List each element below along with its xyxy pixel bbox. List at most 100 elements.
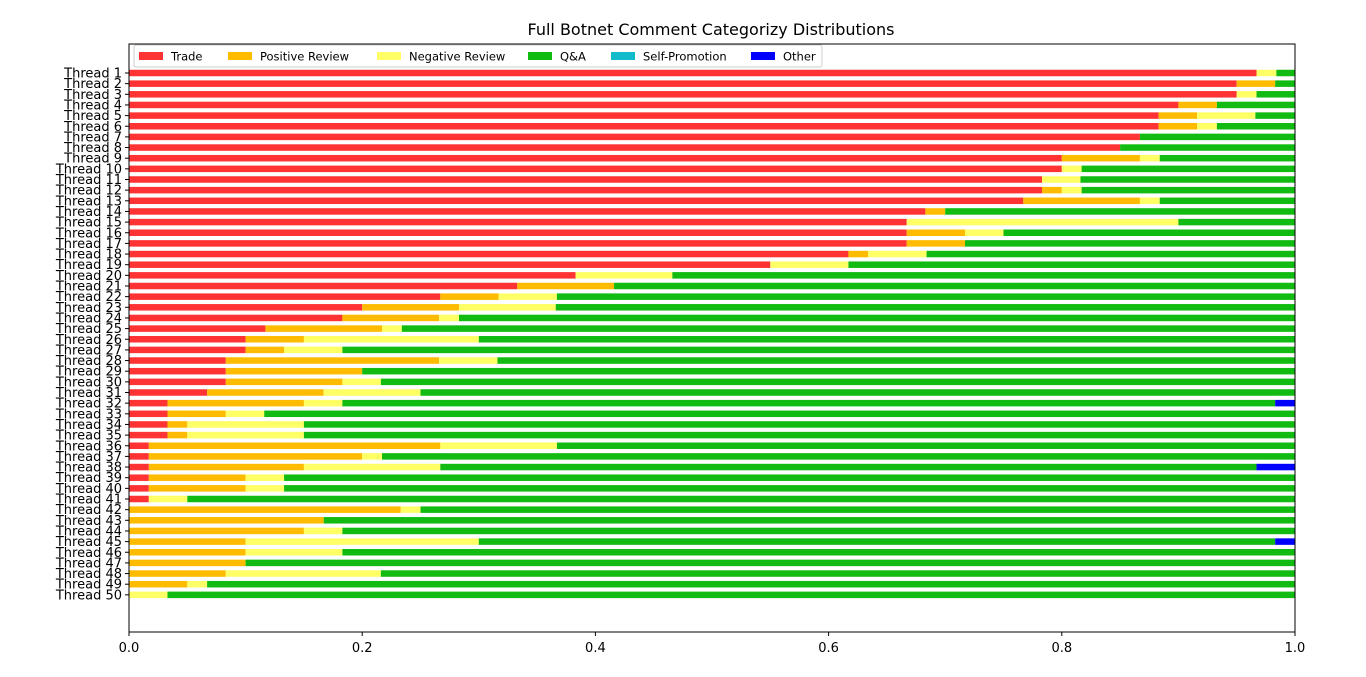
y-tick-label: Thread 22 (55, 290, 122, 305)
bar-segment-35-trade (129, 431, 168, 439)
y-tick-label: Thread 32 (55, 397, 122, 412)
bar-segment-40-q-a (284, 485, 1296, 492)
y-tick-label: Thread 15 (55, 216, 122, 231)
bar-segment-49-negative-review (187, 580, 208, 588)
legend: Trade Positive Review Negative Review Q&A Se… (133, 44, 823, 68)
bar-segment-26-negative-review (303, 336, 479, 343)
bar-segment-22-positive-review (440, 293, 499, 300)
bar-segment-33-q-a (264, 410, 1295, 418)
bar-segment-49-q-a (207, 580, 1295, 588)
bar-segment-8-q-a (1120, 144, 1295, 151)
bar-segment-9-positive-review (1061, 154, 1140, 162)
y-tick-label: Thread 26 (55, 333, 122, 348)
bar-segment-16-positive-review (906, 229, 966, 236)
bar-segment-9-trade (129, 154, 1062, 162)
bar-segment-28-negative-review (439, 357, 498, 364)
bar-segment-37-q-a (382, 453, 1295, 460)
bar-segment-42-negative-review (400, 506, 421, 513)
y-tick-label: Thread 48 (55, 567, 122, 582)
bar-segment-42-q-a (420, 506, 1295, 513)
y-tick-label: Thread 8 (63, 141, 122, 156)
bar-segment-3-q-a (1256, 91, 1295, 98)
bar-segment-32-q-a (342, 399, 1276, 407)
bar-segment-33-negative-review (225, 410, 265, 418)
bar-segment-36-q-a (556, 442, 1295, 449)
x-tick-label: 1.0 (1285, 641, 1306, 656)
bar-segment-26-positive-review (245, 336, 304, 343)
y-tick-label: Thread 47 (55, 556, 122, 571)
plot-frame (128, 43, 1296, 633)
bar-segment-18-q-a (926, 250, 1295, 258)
y-tick-label: Thread 28 (55, 354, 122, 369)
bar-segment-25-trade (129, 325, 266, 332)
bar-segment-25-negative-review (382, 325, 402, 332)
bar-segment-41-q-a (187, 495, 1295, 503)
bar-segment-27-positive-review (245, 346, 285, 354)
bar-segment-38-q-a (440, 463, 1257, 471)
y-tick-label: Thread 12 (55, 184, 122, 199)
bar-segment-13-q-a (1159, 197, 1295, 205)
bar-segment-1-trade (129, 69, 1257, 77)
y-tick-label: Thread 9 (63, 152, 122, 167)
bar-segment-16-q-a (1003, 229, 1295, 236)
bar-segment-15-q-a (1178, 218, 1295, 226)
bar-segment-22-negative-review (498, 293, 557, 300)
legend-box (133, 44, 823, 68)
bar-segment-4-trade (129, 101, 1179, 109)
bar-segment-13-positive-review (1023, 197, 1140, 205)
bar-segment-16-negative-review (965, 229, 1004, 236)
bar-segment-22-q-a (556, 293, 1295, 300)
legend-swatch-negative-review (377, 52, 401, 60)
legend-label-self-promotion: Self-Promotion (643, 50, 727, 64)
x-tick-label: 0.8 (1051, 641, 1072, 656)
bar-segment-29-positive-review (225, 367, 363, 375)
bar-segment-33-positive-review (167, 410, 226, 418)
y-tick-label: Thread 36 (55, 439, 122, 454)
legend-label-positive-review: Positive Review (260, 50, 349, 64)
y-tick-label: Thread 20 (55, 269, 122, 284)
y-tick-label: Thread 39 (55, 471, 122, 486)
bar-segment-35-q-a (303, 431, 1295, 439)
y-tick-label: Thread 3 (63, 88, 122, 103)
bar-segment-46-q-a (342, 549, 1295, 556)
bar-segment-32-negative-review (303, 399, 343, 407)
bar-segment-4-q-a (1216, 101, 1295, 109)
y-tick-label: Thread 41 (55, 493, 122, 508)
bar-segment-44-positive-review (129, 527, 304, 535)
bar-segment-28-q-a (497, 357, 1296, 364)
bar-segment-5-trade (129, 112, 1159, 119)
bar-segment-1-negative-review (1256, 69, 1277, 77)
bar-segment-38-negative-review (303, 463, 441, 471)
bar-segment-9-q-a (1159, 154, 1295, 162)
bar-segment-30-trade (129, 378, 226, 386)
bar-segment-12-positive-review (1041, 186, 1062, 194)
legend-label-negative-review: Negative Review (409, 50, 505, 64)
bar-segment-24-positive-review (342, 314, 440, 322)
y-tick-label: Thread 16 (55, 226, 122, 241)
y-tick-label: Thread 13 (55, 194, 122, 209)
bar-segment-47-positive-review (129, 559, 246, 567)
bar-segment-5-q-a (1255, 112, 1295, 119)
legend-swatch-positive-review (228, 52, 252, 60)
bar-segment-15-trade (129, 218, 907, 226)
bar-segment-36-positive-review (148, 442, 441, 449)
bar-segment-36-trade (129, 442, 149, 449)
bar-segment-4-positive-review (1178, 101, 1217, 109)
y-tick-label: Thread 24 (55, 311, 122, 326)
bar-segment-6-trade (129, 123, 1159, 130)
x-tick-label: 0.4 (585, 641, 606, 656)
bar-segment-32-other (1275, 399, 1295, 407)
bar-segment-14-trade (129, 208, 926, 215)
bar-segment-39-positive-review (148, 474, 246, 481)
y-tick-label: Thread 21 (55, 280, 122, 295)
bar-segment-10-negative-review (1061, 165, 1082, 173)
y-tick-label: Thread 34 (55, 418, 122, 433)
bar-segment-50-negative-review (129, 591, 168, 599)
legend-swatch-self-promotion (611, 52, 635, 60)
bar-segment-24-q-a (458, 314, 1296, 322)
bar-segment-49-positive-review (129, 580, 188, 588)
bar-segment-3-trade (129, 91, 1237, 98)
legend-swatch-q-a (528, 52, 552, 60)
